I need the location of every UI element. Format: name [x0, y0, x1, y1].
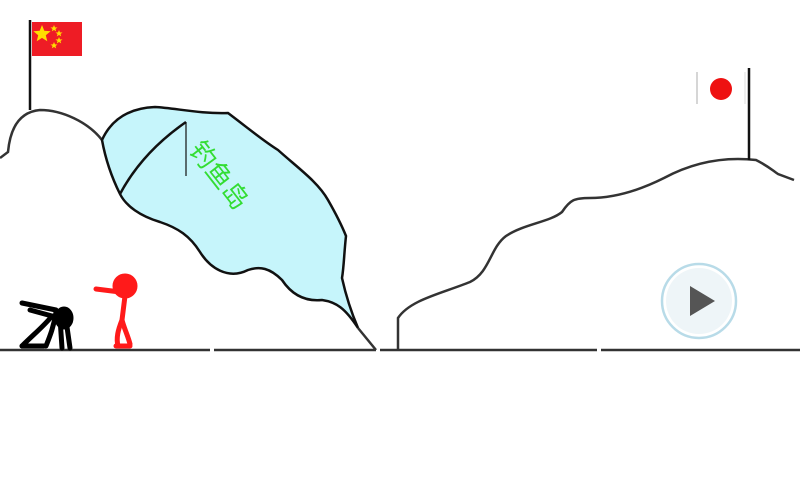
red-stick-figure-pointing: [93, 273, 138, 349]
right-mountain: [396, 157, 795, 350]
big-star-icon: [33, 25, 51, 42]
small-star-icon: [50, 25, 58, 32]
play-button[interactable]: [660, 262, 738, 340]
island-cliff: [357, 327, 377, 351]
diaoyu-island: [100, 105, 360, 329]
small-star-icon: [55, 37, 63, 44]
small-star-icon: [50, 42, 58, 49]
play-icon: [690, 286, 715, 316]
left-mountain: [0, 108, 103, 159]
china-flag: [28, 20, 82, 110]
small-star-icon: [55, 30, 63, 37]
black-stick-figure-bending: [19, 300, 74, 351]
island-ridge-line: [118, 120, 187, 195]
japan-flag: [696, 68, 751, 160]
